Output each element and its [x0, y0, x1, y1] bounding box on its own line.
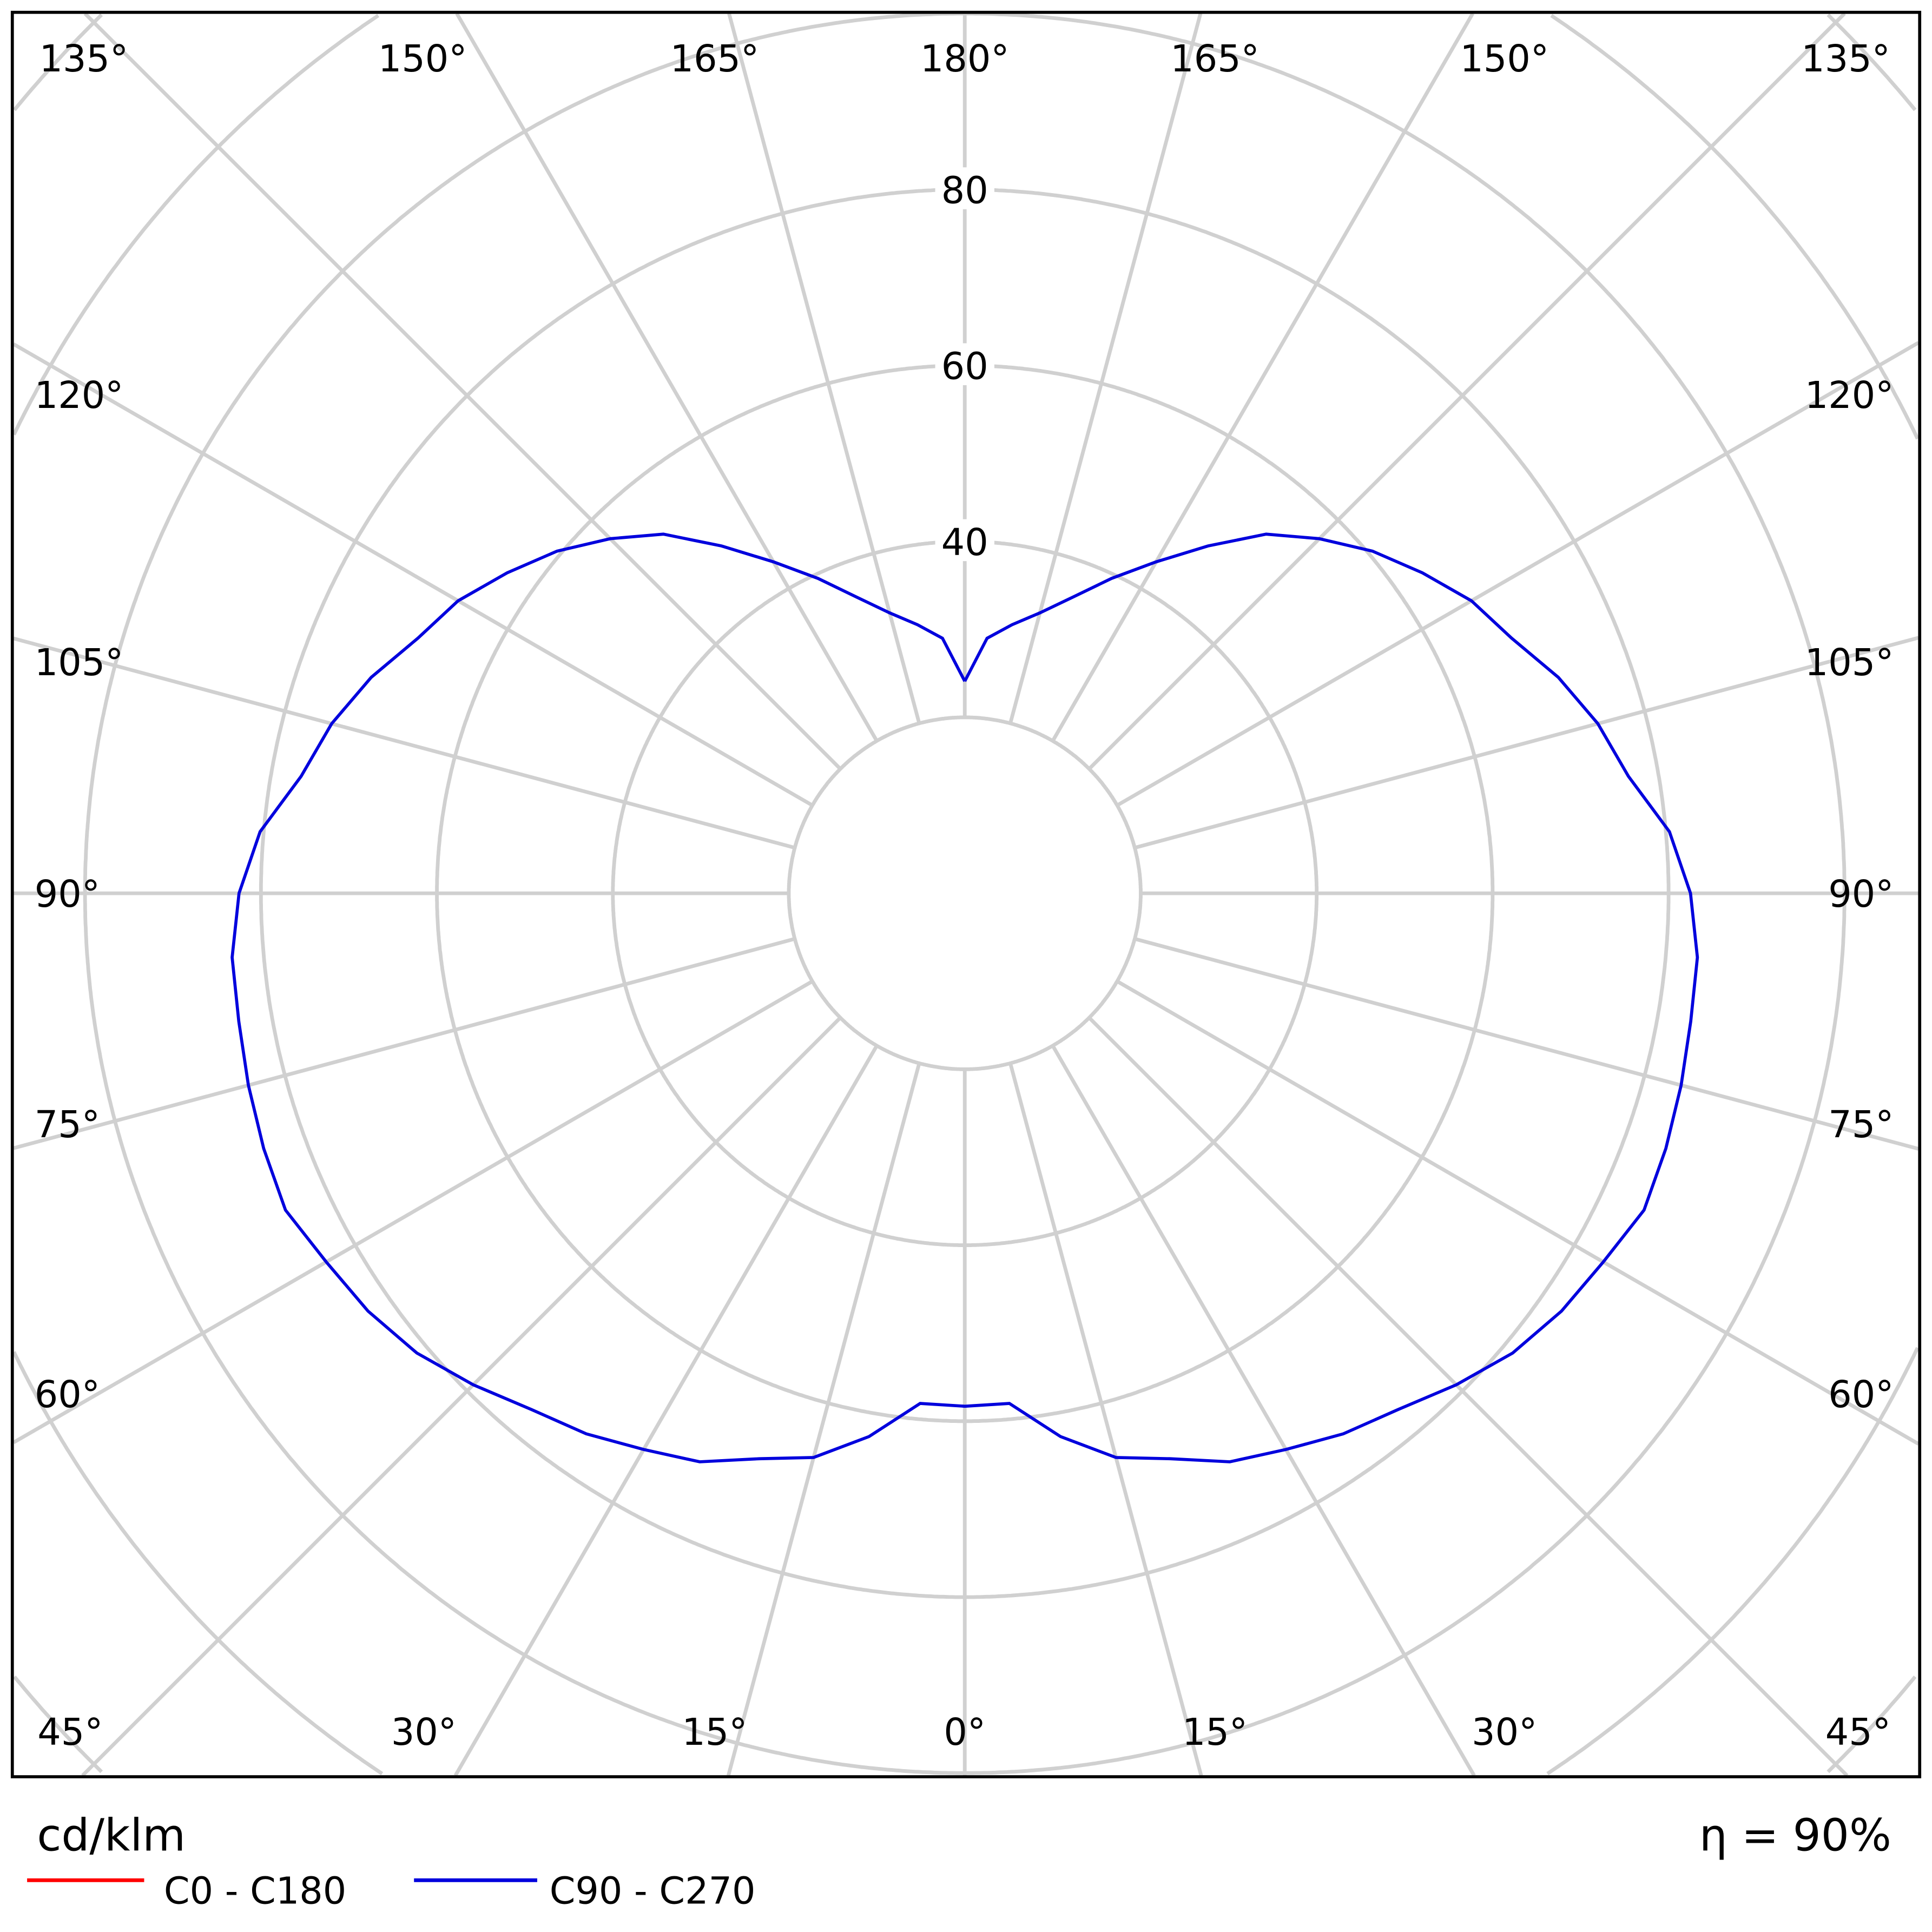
grid-spoke-210 — [455, 12, 879, 742]
grid-spoke-165 — [1008, 13, 1203, 724]
grid-spoke-30 — [1051, 1045, 1476, 1777]
polar-grid — [12, 11, 1920, 1777]
unit-label: cd/klm — [37, 1810, 186, 1862]
radial-tick-bg-60 — [935, 343, 994, 385]
angle-label-right: 90° — [1828, 873, 1894, 916]
efficiency-label: η = 90% — [1699, 1810, 1891, 1862]
grid-spoke-195 — [727, 13, 921, 724]
grid-spoke-315 — [81, 1016, 842, 1777]
grid-spoke-135 — [1087, 12, 1846, 770]
angle-label-top: 135° — [1801, 38, 1890, 81]
legend-label-c0-c180: C0 - C180 — [164, 1870, 346, 1913]
radial-tick-label: 60 — [941, 346, 988, 388]
angle-label-bottom: 15° — [682, 1711, 747, 1754]
angle-label-bottom: 15° — [1182, 1711, 1248, 1754]
angle-label-bottom: 30° — [1472, 1711, 1537, 1754]
curves — [230, 532, 1699, 1463]
angle-label-left: 60° — [35, 1374, 100, 1416]
angle-label-top: 165° — [670, 38, 760, 81]
plot-frame — [10, 10, 1922, 1778]
radial-tick-bg-40 — [935, 519, 994, 562]
grid-spoke-150 — [1051, 12, 1474, 742]
angle-label-top: 150° — [1460, 38, 1549, 81]
grid-spoke-75 — [1134, 937, 1919, 1151]
angle-label-right: 120° — [1805, 374, 1894, 417]
grid-ring-20 — [787, 715, 1143, 1071]
angle-label-bottom: 45° — [1825, 1711, 1891, 1754]
angle-label-top: 150° — [378, 38, 467, 81]
angle-label-right: 60° — [1828, 1374, 1894, 1416]
angle-labels: 135° 150° 165° 180° 165° 150° 135° 120° 105° 90° 7… — [35, 38, 1894, 1754]
angle-label-bottom: 0° — [944, 1711, 986, 1754]
radial-tick-bg-80 — [935, 167, 994, 209]
legend-label-c90-c270: C90 - C270 — [550, 1870, 756, 1913]
grid-spoke-225 — [83, 12, 842, 770]
grid-spoke-300 — [12, 979, 814, 1445]
grid-ring-120 — [12, 14, 1920, 1776]
angle-label-left: 90° — [35, 873, 100, 916]
grid-spoke-240 — [12, 342, 814, 807]
grid-spoke-45 — [1087, 1016, 1849, 1777]
grid-spoke-330 — [453, 1045, 879, 1777]
grid-spoke-285 — [13, 937, 795, 1150]
radial-tick-labels: 40 60 80 — [935, 167, 994, 564]
grid-ring-140 — [13, 13, 1917, 1773]
angle-label-left: 105° — [35, 642, 124, 684]
angle-label-bottom: 30° — [391, 1711, 457, 1754]
radial-tick-label: 80 — [941, 169, 988, 212]
angle-label-right: 75° — [1828, 1104, 1894, 1146]
radial-tick-label: 40 — [941, 522, 988, 564]
grid-spoke-15 — [1008, 1063, 1203, 1776]
angle-label-bottom: 45° — [37, 1711, 103, 1754]
grid-spoke-345 — [726, 1063, 921, 1776]
angle-label-top: 165° — [1170, 38, 1260, 81]
grid-spoke-60 — [1116, 979, 1920, 1446]
angle-label-top: 135° — [39, 38, 129, 81]
angle-label-left: 120° — [35, 374, 124, 417]
angle-label-left: 75° — [35, 1104, 100, 1146]
grid-spoke-255 — [13, 636, 795, 850]
angle-label-right: 105° — [1805, 642, 1894, 684]
series-line-1 — [230, 532, 1699, 1463]
angle-label-top: 180° — [920, 38, 1010, 81]
grid-spoke-120 — [1116, 341, 1920, 807]
grid-spoke-105 — [1134, 636, 1919, 850]
